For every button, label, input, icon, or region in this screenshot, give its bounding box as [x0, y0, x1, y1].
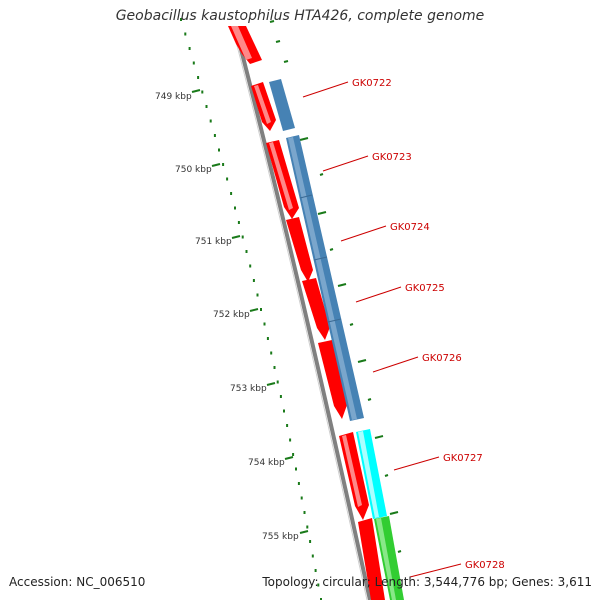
cds-features — [269, 79, 364, 421]
ruler-label: 754 kbp — [248, 458, 285, 468]
ruler-dot — [256, 293, 259, 297]
genome-summary-text: Topology: circular; Length: 3,544,776 bp… — [262, 575, 592, 589]
ruler-tick — [266, 382, 276, 386]
gene-feature-highlight — [269, 142, 293, 210]
forward-features — [228, 26, 385, 600]
ruler-dot — [188, 47, 191, 50]
ruler-dot — [180, 18, 182, 21]
gene-label-leader — [355, 286, 402, 303]
ruler-dot — [266, 337, 269, 340]
ruler-dot — [286, 424, 289, 427]
ruler-dot — [245, 250, 248, 253]
ruler-label: 750 kbp — [175, 165, 212, 175]
ruler-dot — [226, 177, 229, 181]
ruler-tick — [211, 163, 221, 167]
gene-feature-cyan-highlight — [358, 431, 379, 518]
ruler-dot — [311, 554, 314, 558]
ruler-dot — [230, 192, 233, 195]
ruler-label: 749 kbp — [155, 92, 192, 102]
ruler-tick — [249, 308, 259, 312]
gene-label-gk0728[interactable]: GK0728 — [465, 560, 505, 571]
gene-label-gk0724[interactable]: GK0724 — [390, 222, 430, 233]
ruler-dot — [184, 32, 187, 36]
gene-feature-highlight — [231, 26, 252, 60]
ruler: 749 kbp 750 kbp 751 kbp 752 kbp 753 kbp … — [155, 89, 309, 542]
ruler-tick — [299, 530, 309, 534]
ruler-dot — [292, 453, 295, 456]
gene-label-gk0727[interactable]: GK0727 — [443, 453, 483, 464]
gene-feature-blue-highlight — [288, 137, 357, 420]
gene-label-gk0726[interactable]: GK0726 — [422, 353, 462, 364]
ruler-label: 753 kbp — [230, 384, 267, 394]
ruler-tick — [191, 89, 201, 93]
gene-feature-blue[interactable] — [269, 79, 295, 131]
gene-label-leader — [302, 81, 349, 98]
ruler-dot — [213, 134, 216, 137]
ruler-dot — [241, 235, 244, 239]
ruler-dot — [314, 569, 317, 572]
gene-feature-red[interactable] — [286, 217, 313, 282]
ruler-dot — [237, 221, 240, 224]
ruler-dots — [180, 18, 322, 601]
ruler-dot — [279, 395, 282, 398]
gene-labels: GK0722 GK0723 GK0724 GK0725 GK0726 GK072… — [302, 78, 505, 578]
ruler-dot — [300, 496, 303, 500]
gene-feature-highlight — [254, 85, 271, 124]
ruler-dot — [197, 76, 200, 79]
ruler-dot — [192, 61, 195, 65]
ruler-label: 755 kbp — [262, 532, 299, 542]
ruler-dot — [309, 540, 312, 543]
ruler-dot — [209, 119, 212, 123]
ruler-dot — [270, 351, 273, 355]
gene-label-gk0723[interactable]: GK0723 — [372, 152, 412, 163]
gene-label-leader — [322, 155, 369, 172]
gene-label-leader — [409, 563, 462, 578]
ruler-dot — [205, 105, 208, 108]
ruler-dot — [283, 409, 285, 413]
ruler-dot — [252, 279, 255, 282]
ruler-dot — [303, 511, 306, 514]
ruler-dot — [234, 206, 236, 210]
gene-feature-red[interactable] — [358, 518, 385, 600]
ruler-dot — [201, 90, 204, 94]
gene-feature-red[interactable] — [318, 340, 347, 419]
ruler-dot — [297, 482, 300, 485]
backbone-highlight — [232, 29, 368, 601]
ruler-dot — [260, 308, 262, 311]
ruler-tick — [284, 456, 294, 460]
map-title: Geobacillus kaustophilus HTA426, complet… — [115, 8, 485, 24]
gene-label-leader — [340, 225, 387, 242]
ruler-dot — [249, 264, 252, 268]
ruler-dot — [289, 438, 292, 442]
accession-text: Accession: NC_006510 — [9, 575, 146, 589]
ruler-label: 751 kbp — [195, 237, 232, 247]
gene-label-gk0725[interactable]: GK0725 — [405, 283, 445, 294]
ruler-dot — [276, 380, 279, 384]
ruler-tick — [231, 235, 241, 239]
ruler-dot — [295, 467, 297, 471]
ruler-dot — [263, 322, 266, 326]
gene-feature-green-highlight — [376, 518, 396, 600]
ruler-dot — [273, 366, 276, 369]
backbone-line — [234, 29, 372, 601]
gene-label-gk0722[interactable]: GK0722 — [352, 78, 392, 89]
ruler-dot — [306, 525, 309, 529]
inner-ticks — [269, 20, 402, 553]
gene-label-leader — [372, 356, 419, 373]
ruler-dot — [317, 583, 320, 587]
gene-label-leader — [393, 456, 440, 471]
ruler-label: 752 kbp — [213, 310, 250, 320]
gene-feature-highlight — [342, 435, 362, 507]
ruler-dot — [222, 163, 225, 166]
ruler-dot — [218, 148, 220, 152]
gene-feature-red[interactable] — [302, 278, 330, 340]
